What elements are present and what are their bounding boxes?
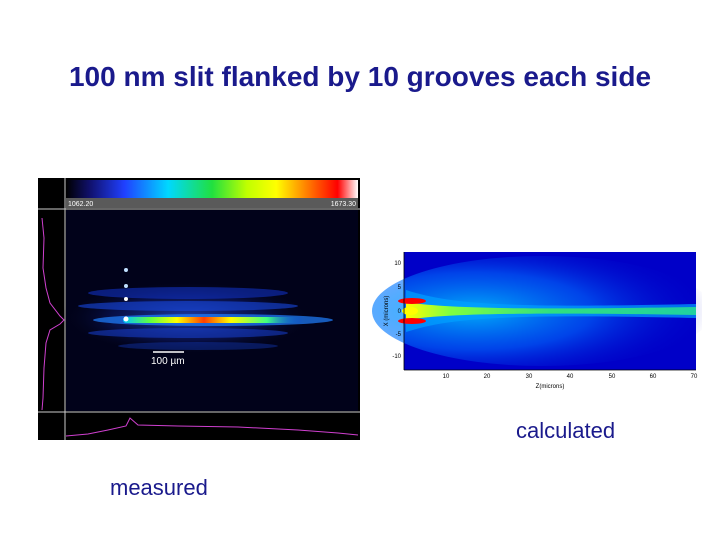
y-axis-label: X (microns) [384,296,390,327]
x-tick-label: 50 [609,374,616,380]
x-tick-label: 30 [526,374,533,380]
horizontal-profile-line [65,417,359,437]
x-tick-label: 10 [443,374,450,380]
colorbar-min-label: 1062.20 [68,201,93,208]
y-tick-label: -10 [392,354,401,360]
x-tick-label: 70 [691,374,698,380]
y-tick-label: 5 [398,285,402,291]
colorbar-max-label: 1673.30 [331,201,356,208]
vertical-profile-line [41,217,65,411]
scale-bar-label: 100 µm [151,356,185,367]
caption-measured: measured [110,475,208,500]
x-tick-labels: 10 20 30 40 50 60 70 [443,374,698,380]
y-tick-label: 10 [394,261,401,267]
y-tick-label: 0 [398,309,402,315]
calculated-plot: 10 5 0 -5 -10 X (microns) 10 20 30 40 50… [372,252,702,390]
x-axis-label: Z(microns) [536,384,565,390]
x-tick-label: 60 [650,374,657,380]
y-tick-label: -5 [396,332,402,338]
caption-calculated: calculated [516,418,616,443]
measured-image: 1062.20 1673.30 100 µm [38,178,360,440]
x-tick-label: 20 [484,374,491,380]
slide-title: 100 nm slit flanked by 10 grooves each s… [68,61,652,92]
x-tick-label: 40 [567,374,574,380]
y-tick-labels: 10 5 0 -5 -10 [392,261,401,360]
